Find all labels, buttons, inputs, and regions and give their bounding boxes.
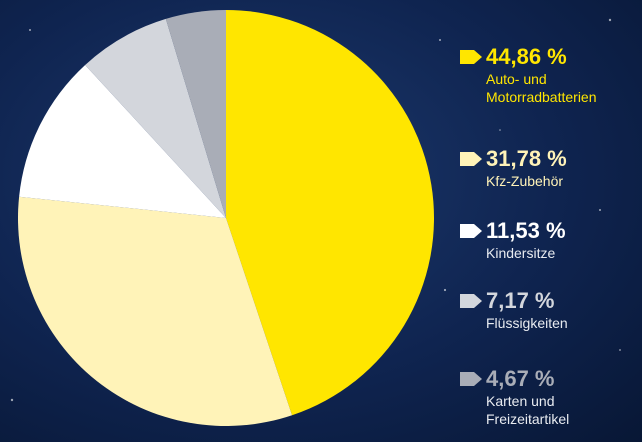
- legend-value: 31,78 %: [460, 146, 640, 172]
- pie-slice: [18, 196, 293, 427]
- legend-entry: 31,78 % Kfz-Zubehör: [460, 146, 640, 190]
- pie-slice: [85, 18, 226, 219]
- legend-marker: [460, 152, 482, 166]
- legend-label: Auto- und Motorradbatterien: [486, 71, 597, 105]
- legend-label: Flüssigkeiten: [486, 315, 568, 331]
- value-label: 4,67 %: [486, 366, 555, 391]
- value-label: 31,78 %: [486, 146, 567, 171]
- pie-slice: [226, 10, 435, 416]
- legend-entry: 44,86 % Auto- und Motorradbatterien: [460, 44, 640, 106]
- legend-value: 44,86 %: [460, 44, 640, 70]
- legend-value: 11,53 %: [460, 218, 640, 244]
- legend-marker: [460, 224, 482, 238]
- legend-value: 7,17 %: [460, 288, 640, 314]
- legend-value: 4,67 %: [460, 366, 640, 392]
- legend-label: Karten und Freizeitartikel: [486, 393, 570, 427]
- legend-label: Kfz-Zubehör: [486, 173, 564, 189]
- legend-marker: [460, 50, 482, 64]
- value-label: 44,86 %: [486, 44, 567, 69]
- pie-slice: [165, 9, 226, 218]
- legend-label: Kindersitze: [486, 245, 556, 261]
- legend-entry: 7,17 % Flüssigkeiten: [460, 288, 640, 332]
- legend-entry: 11,53 % Kindersitze: [460, 218, 640, 262]
- value-label: 7,17 %: [486, 288, 555, 313]
- legend-marker: [460, 372, 482, 386]
- pie-slice: [19, 64, 226, 219]
- stars: [10, 18, 621, 421]
- legend-marker: [460, 294, 482, 308]
- value-label: 11,53 %: [486, 218, 566, 243]
- legend-entry: 4,67 % Karten und Freizeitartikel: [460, 366, 640, 428]
